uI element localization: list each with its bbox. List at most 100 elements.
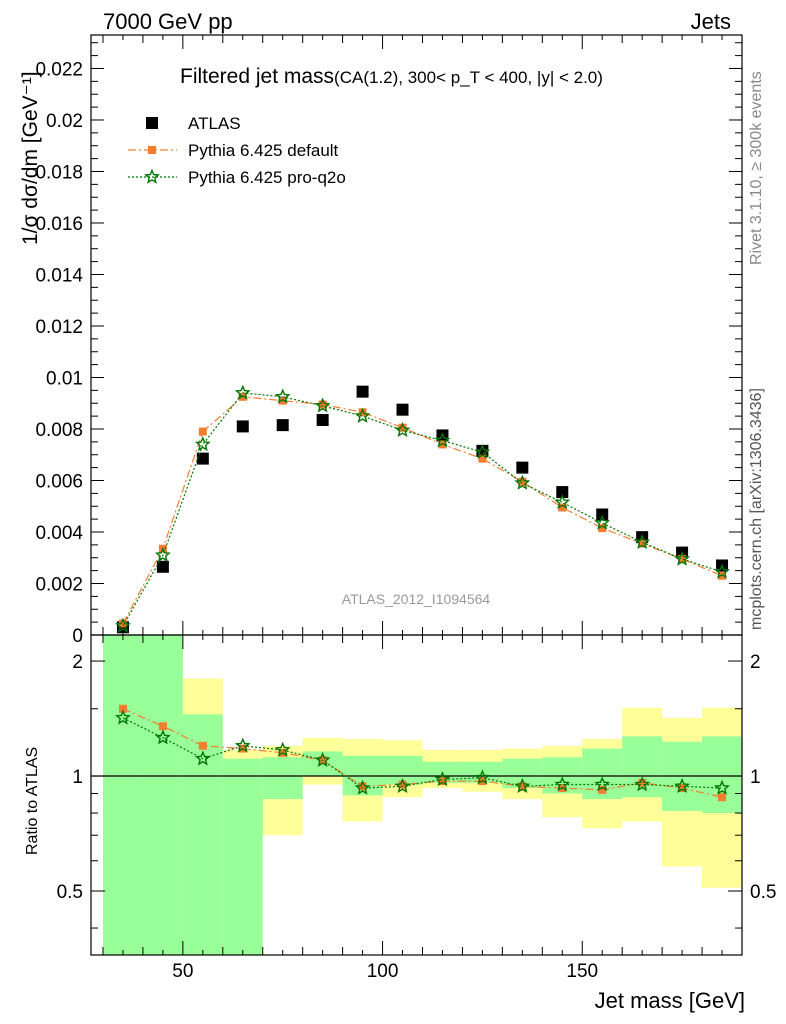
ratio-series-layer [115, 704, 730, 802]
chart-title: Filtered jet mass(CA(1.2), 300< p_T < 40… [180, 65, 603, 88]
ratio-y-tick-label-right: 1 [750, 767, 761, 788]
ratio-y-axis-label: Ratio to ATLAS [24, 747, 41, 855]
ratio-series-1-point [274, 741, 291, 757]
legend-label: Pythia 6.425 default [188, 141, 339, 160]
ratio-series-1-point [514, 777, 531, 794]
series-2-point [115, 617, 131, 633]
ratio-series-0-point [358, 782, 367, 791]
ratio-green-band [222, 758, 263, 955]
main-y-tick-label: 0 [72, 626, 83, 647]
series-2-point [434, 432, 451, 448]
series-1-point [598, 524, 607, 533]
series-0-point [556, 486, 569, 499]
series-2-point [594, 514, 611, 530]
ratio-green-band [102, 635, 143, 955]
series-0-point [156, 560, 169, 573]
x-axis-label: Jet mass [GeV] [595, 988, 745, 1013]
series-0-point [196, 452, 209, 465]
ratio-series-1-point [674, 777, 691, 794]
ratio-series-1-point [474, 769, 491, 785]
ratio-series-1-point [394, 777, 411, 794]
ratio-series-1-point [314, 751, 331, 767]
ratio-series-1-point [714, 779, 730, 795]
main-y-tick-label: 0.01 [46, 368, 83, 389]
ratio-series-1-point [154, 729, 171, 745]
ratio-uncertainty-bands [91, 635, 742, 955]
series-2-line [122, 392, 723, 627]
series-1-point [638, 539, 647, 548]
ratio-axes: 50 100 150 0.5 0.5 1 1 2 2 [57, 35, 776, 982]
ratio-series-0-point [638, 778, 647, 787]
ratio-series-0-point [718, 793, 727, 802]
series-0-point [276, 419, 289, 432]
legend-marker [146, 117, 158, 129]
main-y-tick-label: 0.016 [35, 214, 83, 235]
series-1-point [118, 619, 127, 628]
main-y-tick-label: 0.02 [46, 111, 83, 132]
header-category: Jets [691, 9, 731, 34]
main-y-tick-label: 0.002 [35, 574, 83, 595]
series-2-point [714, 563, 730, 579]
main-y-tick-label: 0.022 [35, 59, 83, 80]
main-y-tick-label: 0.018 [35, 162, 83, 183]
series-1-point [678, 555, 687, 564]
ratio-y-tick-label-right: 0.5 [750, 882, 776, 903]
series-1-point [718, 571, 727, 580]
ratio-green-band [142, 635, 183, 955]
series-2-point [394, 421, 411, 438]
ratio-series-1-point [554, 776, 571, 792]
chart-title-cuts: (CA(1.2), 300< p_T < 400, |y| < 2.0) [334, 68, 603, 87]
series-2-point [274, 388, 291, 404]
main-y-axis-label: 1/σ dσ/dm [GeV⁻¹] [19, 71, 42, 245]
ratio-y-tick-label: 0.5 [57, 882, 83, 903]
series-0-point [516, 461, 529, 474]
ratio-green-band [702, 736, 742, 814]
series-1-point [198, 427, 207, 436]
series-2-point [314, 397, 331, 413]
series-1-point [398, 423, 407, 432]
main-axes: 0 0.002 0.004 0.006 0.008 0.01 0.012 0.014 0.016… [35, 42, 742, 647]
series-2-point [554, 494, 571, 510]
series-1-point [518, 477, 527, 486]
chart-title-main: Filtered jet mass [180, 65, 334, 88]
series-0-point [316, 413, 329, 426]
main-y-tick-label: 0.004 [35, 523, 83, 544]
ratio-series-1-point [194, 750, 211, 766]
series-2-point [194, 436, 211, 452]
x-tick-label: 100 [367, 961, 399, 982]
ratio-series-0-point [518, 782, 527, 791]
series-2-point [234, 384, 251, 400]
series-1-line [122, 396, 723, 624]
series-2-point [674, 550, 691, 566]
ratio-frame [90, 634, 743, 956]
ratio-y-tick-label: 1 [72, 767, 83, 788]
series-2-point [474, 443, 491, 459]
ratio-series-1-point [594, 776, 611, 792]
legend-marker [148, 146, 156, 154]
legend-label: ATLAS [188, 114, 241, 133]
legend: ATLAS Pythia 6.425 default Pythia 6.425 pr… [128, 114, 346, 187]
main-y-tick-label: 0.012 [35, 317, 83, 338]
legend-label: Pythia 6.425 pro-q2o [188, 168, 346, 187]
series-2-point [154, 546, 171, 562]
mcplots-label: mcplots.cern.ch [arXiv:1306.3436] [748, 388, 765, 630]
series-1-point [558, 503, 567, 512]
series-1-point [318, 400, 327, 409]
ratio-series-0-point [118, 704, 127, 713]
x-tick-label: 50 [172, 961, 193, 982]
ratio-y-tick-label: 2 [72, 652, 83, 673]
series-0-point [396, 403, 409, 416]
ratio-series-1-point [634, 776, 651, 792]
header-energy: 7000 GeV pp [103, 9, 233, 34]
x-tick-label: 150 [566, 961, 598, 982]
ratio-series-1-line [122, 717, 723, 789]
ratio-series-0-point [438, 777, 447, 786]
legend-marker [144, 168, 160, 184]
ratio-green-band [262, 757, 303, 800]
ratio-series-0-point [678, 784, 687, 793]
ratio-series-1-point [354, 779, 371, 795]
ratio-series-1-point [434, 771, 451, 787]
ratio-y-tick-label-right: 2 [750, 652, 761, 673]
ratio-series-0-point [598, 785, 607, 794]
ratio-series-1-point [115, 709, 131, 725]
